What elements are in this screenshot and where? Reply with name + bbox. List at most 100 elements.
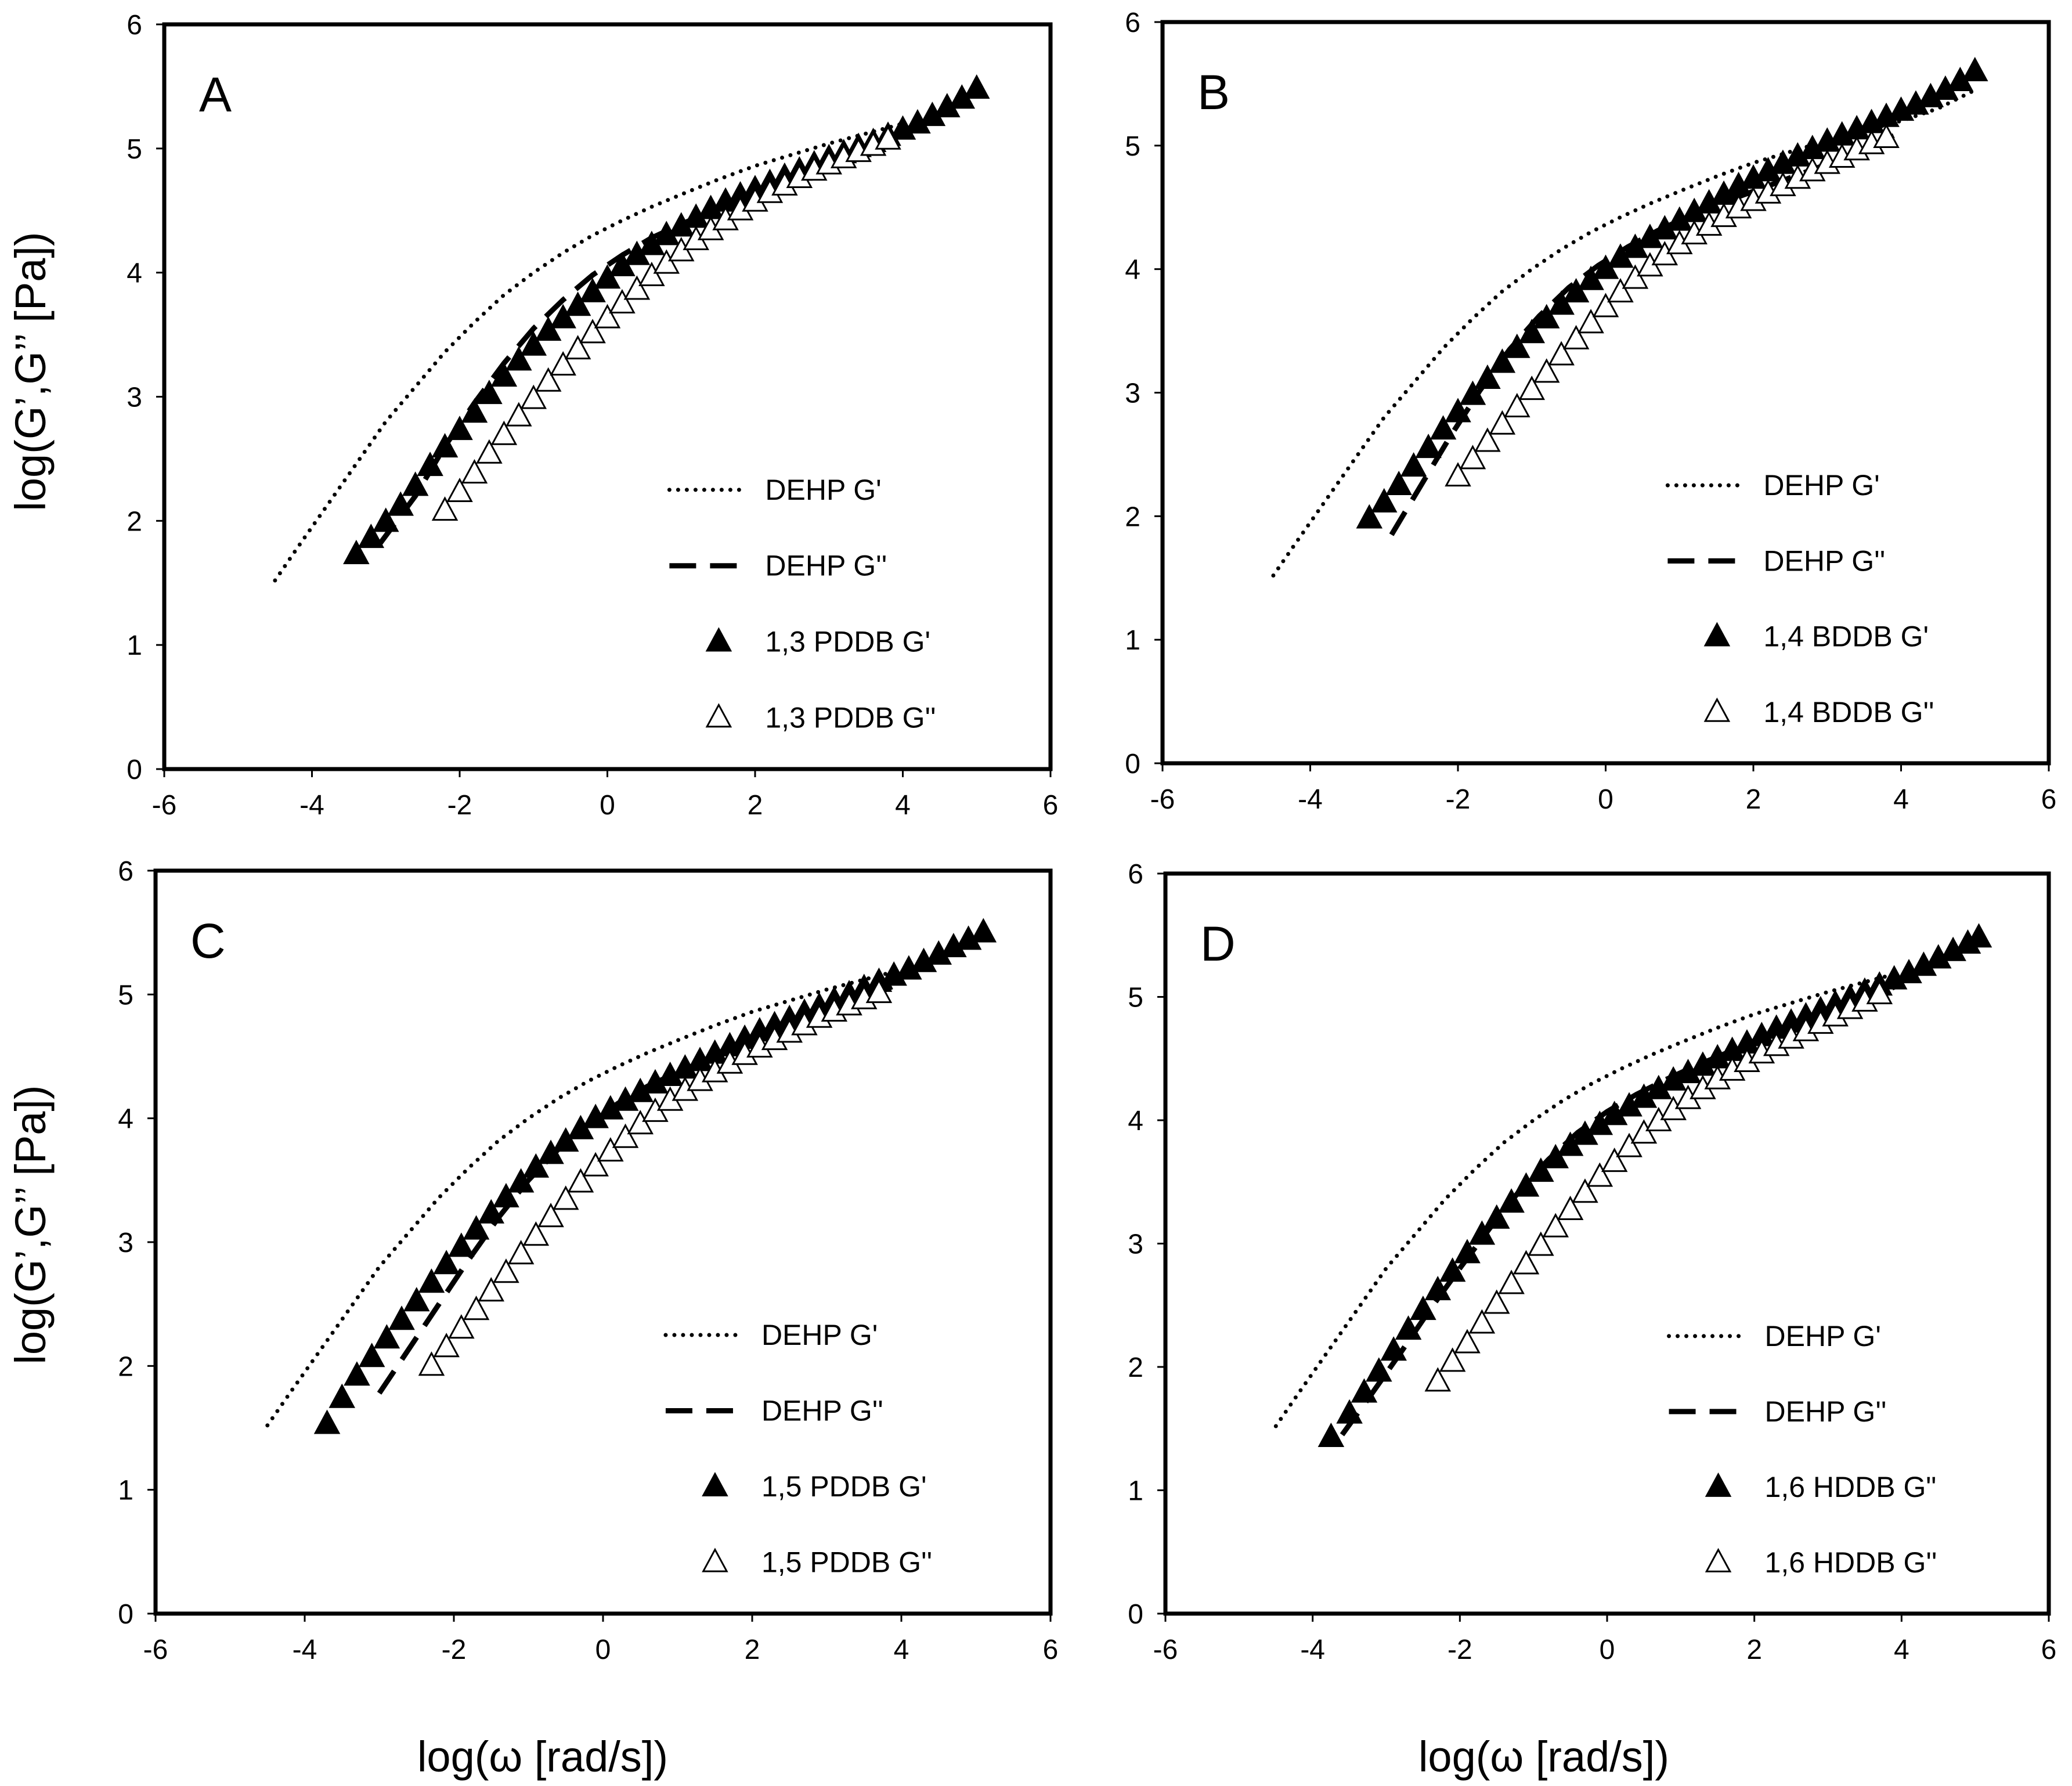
legend-entry: 1,3 PDDB G' <box>705 626 930 658</box>
data-point-filled-triangle <box>490 362 518 387</box>
legend-entry: DEHP G'' <box>665 1395 883 1427</box>
data-point-filled-triangle <box>1439 1257 1466 1282</box>
series-4 <box>418 979 893 1376</box>
data-point-filled-triangle <box>358 1343 385 1368</box>
y-tick-label: 0 <box>1125 749 1140 780</box>
data-point-filled-triangle <box>1528 1157 1554 1182</box>
x-tick-label: -4 <box>1298 784 1323 815</box>
data-point-filled-triangle <box>431 433 459 458</box>
data-point-open-triangle <box>478 1277 505 1302</box>
y-tick-label: 1 <box>1128 1476 1143 1507</box>
panel-letter: D <box>1200 917 1236 971</box>
y-tick-label: 2 <box>1125 501 1140 532</box>
legend-label: 1,3 PDDB G' <box>765 626 930 658</box>
data-point-filled-triangle <box>535 316 562 341</box>
data-point-filled-triangle <box>1445 398 1471 423</box>
plot-area-frame <box>1163 871 2051 1616</box>
legend-label: 1,4 BDDB G'' <box>1763 696 1934 728</box>
y-tick-label: 4 <box>1128 1106 1143 1136</box>
data-point-open-triangle <box>1483 1289 1510 1314</box>
data-point-open-triangle <box>1489 410 1516 435</box>
x-tick-label: 4 <box>1894 1635 1909 1665</box>
legend-label: DEHP G' <box>761 1319 878 1351</box>
data-point-open-triangle <box>1533 358 1560 383</box>
legend-swatch-open-triangle <box>702 1547 728 1572</box>
data-point-filled-triangle <box>1370 488 1398 513</box>
legend-label: 1,5 PDDB G'' <box>761 1546 932 1579</box>
legend-entry: 1,5 PDDB G'' <box>702 1546 932 1579</box>
y-axis-label-bottom: log(G’,G’’ [Pa]) <box>6 1085 55 1364</box>
data-point-filled-triangle <box>507 1168 535 1193</box>
legend-entry: 1,3 PDDB G'' <box>705 701 936 734</box>
legend-entry: DEHP G' <box>1665 469 1880 501</box>
panel-d: -6 -4 -2 0 2 4 6 0 1 2 3 4 5 6 D DEHP G' DEHP G'' 1,6 HDD… <box>1128 859 2056 1665</box>
data-point-open-triangle <box>1616 1132 1643 1157</box>
y-tick-label: 3 <box>118 1228 133 1258</box>
data-point-open-triangle <box>612 1123 639 1148</box>
data-point-open-triangle <box>582 1152 609 1177</box>
legend-label: DEHP G' <box>1763 469 1879 501</box>
legend-entry: DEHP G'' <box>669 550 887 582</box>
x-tick-label: 6 <box>2041 1635 2057 1665</box>
data-point-filled-triangle <box>1415 434 1442 459</box>
data-point-filled-triangle <box>506 346 532 371</box>
data-point-filled-triangle <box>564 291 591 316</box>
data-point-filled-triangle <box>329 1383 356 1408</box>
data-point-filled-triangle <box>1454 1239 1481 1264</box>
data-point-filled-triangle <box>1395 1315 1422 1340</box>
panel-letter: B <box>1197 65 1230 120</box>
data-point-filled-triangle <box>1533 304 1560 329</box>
data-point-open-triangle <box>506 402 532 427</box>
legend-label: 1,3 PDDB G'' <box>765 701 936 734</box>
series-4 <box>1445 123 1900 487</box>
y-tick-label: 3 <box>127 383 142 413</box>
data-point-open-triangle <box>418 1351 445 1376</box>
data-point-filled-triangle <box>344 1361 370 1386</box>
x-axis-label-left: log(ω [rad/s]) <box>417 1733 668 1781</box>
y-tick-label: 2 <box>1128 1352 1143 1383</box>
data-point-filled-triangle <box>1542 1143 1569 1168</box>
data-point-filled-triangle <box>403 1287 430 1312</box>
x-tick-label: 6 <box>1043 790 1059 821</box>
data-point-filled-triangle <box>343 539 370 564</box>
legend-label: DEHP G' <box>765 474 881 506</box>
x-tick-label: -2 <box>447 790 472 821</box>
legend-swatch-open-triangle <box>1705 1547 1732 1572</box>
data-point-filled-triangle <box>1336 1399 1363 1424</box>
data-point-open-triangle <box>1454 1329 1481 1354</box>
y-tick-label: 1 <box>118 1475 133 1506</box>
data-point-filled-triangle <box>313 1409 341 1434</box>
x-tick-label: -4 <box>299 790 324 821</box>
series-4 <box>431 125 901 521</box>
legend-label: 1,6 HDDB G" <box>1765 1471 1937 1503</box>
legend-swatch-open-triangle <box>705 703 732 728</box>
x-tick-label: 4 <box>894 1635 909 1665</box>
data-point-filled-triangle <box>402 471 429 496</box>
data-point-open-triangle <box>446 478 473 503</box>
data-point-open-triangle <box>463 1296 490 1320</box>
data-point-open-triangle <box>623 275 651 300</box>
panel-a: -6 -4 -2 0 2 4 6 0 1 2 3 4 5 6 A DEHP G' DEHP G'' 1,3 PDD… <box>127 10 1058 821</box>
data-point-filled-triangle <box>1965 923 1992 948</box>
y-tick-label: 6 <box>118 856 133 887</box>
legend-swatch-filled-triangle <box>1703 622 1731 647</box>
data-point-filled-triangle <box>1468 1220 1496 1245</box>
x-tick-label: 4 <box>895 790 911 821</box>
legend-swatch-filled-triangle <box>705 627 732 652</box>
data-point-open-triangle <box>550 351 576 376</box>
x-tick-label: -4 <box>1300 1635 1325 1665</box>
data-point-open-triangle <box>865 979 893 1004</box>
data-point-open-triangle <box>567 1168 594 1193</box>
data-point-filled-triangle <box>552 1127 579 1152</box>
data-point-open-triangle <box>1504 392 1530 417</box>
data-point-filled-triangle <box>1518 319 1546 344</box>
y-tick-label: 2 <box>127 506 142 537</box>
data-point-open-triangle <box>594 304 621 329</box>
y-tick-label: 5 <box>1128 983 1143 1013</box>
legend-swatch-filled-triangle <box>1705 1472 1732 1497</box>
x-tick-label: -6 <box>143 1635 168 1665</box>
series-3 <box>1317 923 1992 1448</box>
data-point-open-triangle <box>1572 1178 1598 1203</box>
data-point-filled-triangle <box>463 1215 490 1240</box>
y-tick-label: 5 <box>127 134 142 165</box>
